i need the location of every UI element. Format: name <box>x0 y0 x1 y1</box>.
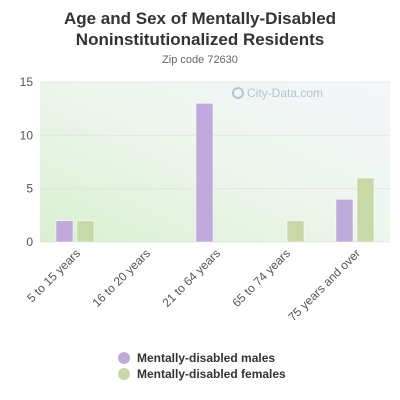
x-tick-label: 5 to 15 years <box>24 246 83 305</box>
y-tick-label: 15 <box>20 75 34 89</box>
x-tick-label: 21 to 64 years <box>159 246 223 310</box>
watermark-text: City-Data.com <box>247 86 324 100</box>
legend-swatch-males <box>118 352 130 364</box>
legend-swatch-females <box>118 368 130 380</box>
plot-area <box>40 82 390 242</box>
y-tick-label: 0 <box>26 235 33 249</box>
chart-subtitle: Zip code 72630 <box>162 54 238 66</box>
legend-label-males: Mentally-disabled males <box>137 351 276 365</box>
legend-item-males: Mentally-disabled males <box>118 350 286 366</box>
bar-females <box>76 220 95 243</box>
x-tick-label: 75 years and over <box>285 246 363 324</box>
bar-males <box>195 103 214 243</box>
search-icon <box>232 87 244 99</box>
x-tick-label: 65 to 74 years <box>229 246 293 310</box>
legend-item-females: Mentally-disabled females <box>118 366 286 382</box>
legend-label-females: Mentally-disabled females <box>137 367 286 381</box>
bar-females <box>356 177 375 243</box>
legend: Mentally-disabled males Mentally-disable… <box>118 350 286 382</box>
y-tick-label: 10 <box>20 128 34 142</box>
bar-males <box>335 199 354 243</box>
y-tick-label: 5 <box>26 182 33 196</box>
bar-females <box>286 220 305 243</box>
bar-males <box>55 220 74 243</box>
watermark: City-Data.com <box>232 86 323 100</box>
x-tick-label: 16 to 20 years <box>89 246 153 310</box>
chart-title: Age and Sex of Mentally-Disabled Noninst… <box>63 9 337 49</box>
